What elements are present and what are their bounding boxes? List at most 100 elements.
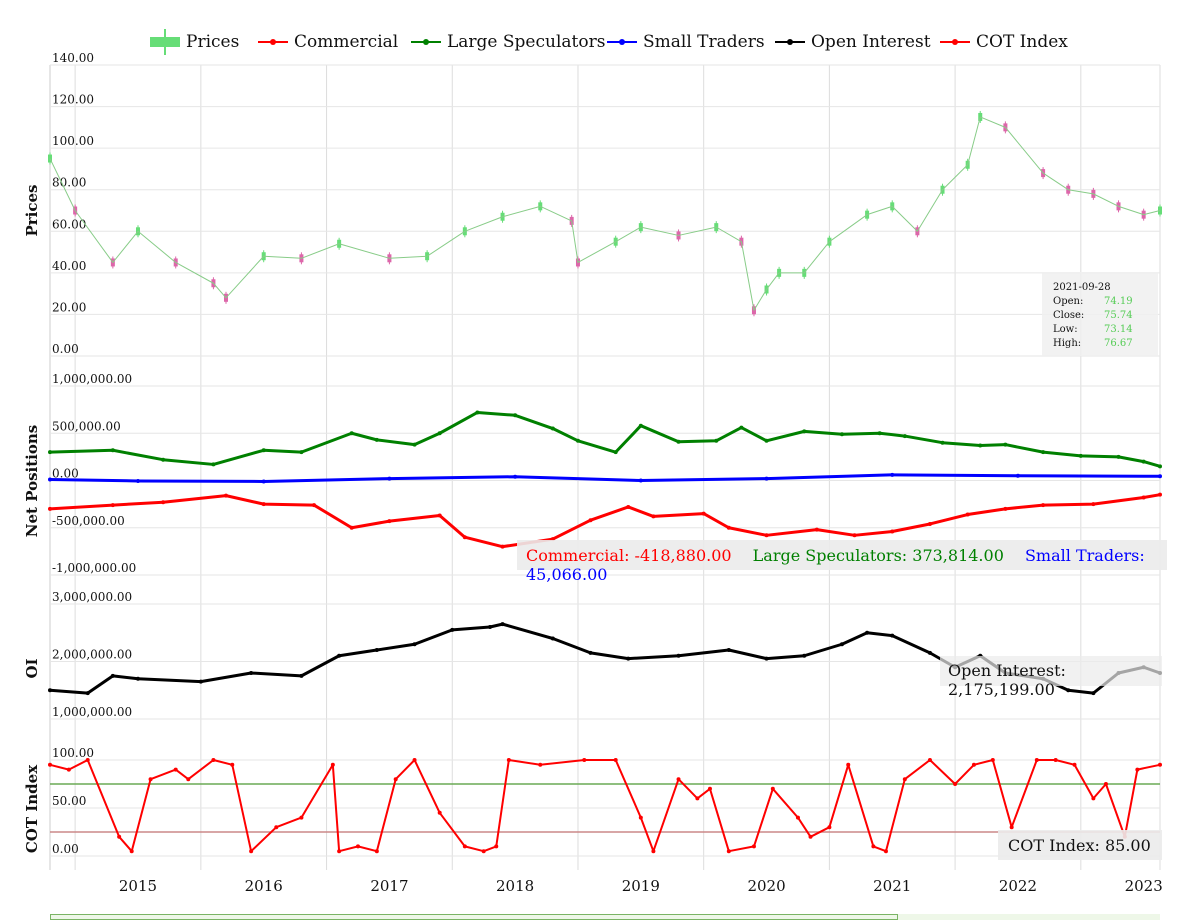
net-commercial-line-point: [1003, 506, 1008, 511]
small-traders-readout: Small Traders: 45,066.00: [526, 546, 1145, 584]
open-interest-readout: Open Interest: 2,175,199.00: [940, 656, 1162, 699]
y-tick-label: 0.00: [52, 467, 79, 481]
tooltip-row: Close: 75.74: [1053, 310, 1153, 321]
open-interest-line-point: [626, 656, 631, 661]
x-tick-label: 2020: [747, 877, 785, 895]
cot-index-line-point: [582, 758, 587, 762]
net-large-speculators-line-point: [161, 457, 166, 462]
legend-label: Commercial: [294, 32, 399, 52]
net-small-traders-line-point: [513, 474, 518, 479]
legend-item-large-speculators[interactable]: Large Speculators: [411, 28, 605, 56]
x-tick-label: 2015: [119, 877, 157, 895]
legend-label: COT Index: [976, 32, 1068, 52]
y-tick-label: -1,000,000.00: [52, 561, 136, 575]
cot-index-line-point: [846, 762, 851, 767]
cot-index-line-point: [638, 815, 643, 820]
net-small-traders-line-point: [1158, 474, 1162, 479]
cot-index-line-point: [808, 834, 813, 839]
cot-index-line-point: [883, 849, 888, 854]
tooltip-label: Open:: [1053, 296, 1084, 307]
legend-item-prices[interactable]: Prices: [150, 28, 239, 56]
legend-item-commercial[interactable]: Commercial: [258, 28, 398, 56]
open-interest-line-point: [299, 673, 304, 678]
open-interest-line-point: [198, 679, 203, 684]
y-tick-label: 100.00: [52, 134, 94, 148]
net-large-speculators-line-point: [638, 423, 643, 428]
open-interest-line-point: [135, 676, 140, 681]
y-tick-label: 50.00: [52, 794, 86, 808]
open-interest-line-point: [764, 656, 769, 661]
net-small-traders-line-point: [890, 472, 895, 477]
net-commercial-line-point: [1158, 492, 1162, 497]
net-commercial-line-point: [161, 500, 166, 505]
net-small-traders-line-point: [764, 476, 769, 481]
net-commercial-line-point: [1091, 502, 1096, 507]
net-large-speculators-line-point: [940, 440, 945, 445]
cot-index-line-point: [795, 815, 800, 820]
cot-index-line-point: [651, 849, 656, 854]
x-tick-label: 2016: [245, 877, 283, 895]
open-interest-line-point: [337, 653, 342, 658]
net-commercial-line-point: [437, 513, 442, 518]
cot-index-line-point: [355, 844, 360, 849]
cot-index-line-point: [66, 767, 71, 772]
net-small-traders-line-point: [387, 476, 392, 481]
net-large-speculators-line-point: [1158, 464, 1162, 469]
cot-index-line-point: [48, 762, 52, 767]
net-commercial-line: [49, 493, 1161, 549]
legend-item-open-interest[interactable]: Open Interest: [775, 28, 931, 56]
cot-index-line-point: [1034, 758, 1039, 762]
net-large-speculators-line-point: [261, 448, 266, 453]
cot-index-line-point: [337, 849, 342, 854]
cot-index-line-point: [249, 849, 254, 854]
y-tick-label: 0.00: [52, 842, 79, 856]
cot-index-line-point: [374, 849, 379, 854]
net-commercial-line-point: [223, 493, 228, 498]
net-large-speculators-line-point: [1078, 453, 1083, 458]
cot-index-line-point: [871, 844, 876, 849]
net-large-speculators-line-point: [1003, 442, 1008, 447]
legend-label: Small Traders: [643, 32, 765, 52]
net-large-speculators-line-point: [349, 431, 354, 436]
cot-index-line-point: [1072, 762, 1077, 767]
open-interest-line-point: [48, 688, 52, 693]
net-commercial-line-point: [651, 514, 656, 519]
navigator-track[interactable]: [898, 914, 1160, 920]
net-commercial-line-point: [927, 521, 932, 526]
net-small-traders-line-point: [48, 477, 52, 482]
large-speculators-readout: Large Speculators: 373,814.00: [752, 546, 1004, 565]
net-commercial-line-point: [387, 519, 392, 524]
x-tick-label: 2017: [370, 877, 408, 895]
open-interest-line-point: [927, 650, 932, 655]
net-large-speculators-line-point: [437, 431, 442, 436]
y-tick-label: -500,000.00: [52, 514, 125, 528]
net-large-speculators-line-point: [1116, 454, 1121, 459]
net-commercial-line-point: [1141, 495, 1146, 500]
x-tick-label: 2021: [873, 877, 911, 895]
cot-index-line-point: [726, 849, 731, 854]
open-interest-line-point: [726, 648, 731, 652]
net-large-speculators-line-point: [902, 434, 907, 439]
open-interest-line-point: [412, 642, 417, 647]
navigator-scrollbar[interactable]: [50, 914, 898, 920]
tooltip-row: High: 76.67: [1053, 338, 1153, 349]
legend-item-cot-index[interactable]: COT Index: [940, 28, 1068, 56]
y-tick-label: 140.00: [52, 51, 94, 65]
net-large-speculators-line-point: [211, 462, 216, 467]
cot-index-line-point: [230, 762, 235, 767]
cot-index-line: [49, 759, 1161, 853]
net-large-speculators-line-point: [739, 425, 744, 430]
legend-item-small-traders[interactable]: Small Traders: [607, 28, 765, 56]
net-large-speculators-line-point: [475, 410, 480, 415]
open-interest-readout-text: Open Interest: 2,175,199.00: [948, 661, 1066, 699]
y-tick-label: 60.00: [52, 217, 86, 231]
y-axis-label: OI: [23, 658, 41, 678]
x-tick-label: 2022: [999, 877, 1037, 895]
cot-index-readout: COT Index: 85.00: [998, 830, 1162, 860]
open-interest-line-point: [839, 642, 844, 647]
net-commercial-line-point: [965, 512, 970, 517]
net-commercial-line-point: [48, 506, 52, 511]
cot-index-readout-text: COT Index: 85.00: [1008, 836, 1151, 855]
net-large-speculators-line-point: [978, 443, 983, 448]
